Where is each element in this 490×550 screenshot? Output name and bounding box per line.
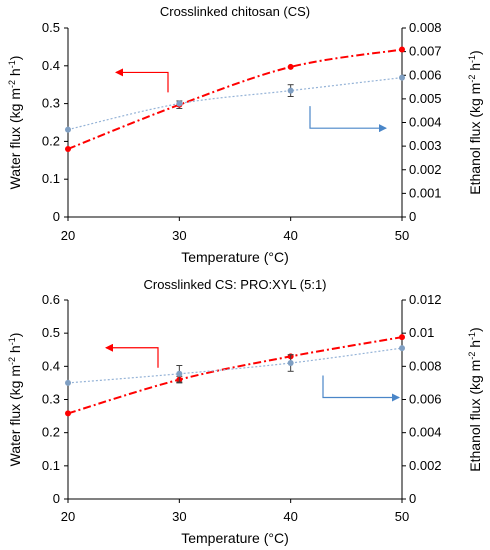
y2-axis-label: Ethanol flux (kg m-2 h-1) bbox=[467, 327, 483, 471]
series-1-line bbox=[67, 48, 403, 150]
y2-tick-label: 0.004 bbox=[409, 425, 442, 440]
y-tick-label: 0.3 bbox=[42, 392, 60, 407]
series-2-point bbox=[287, 87, 294, 94]
series-2-point bbox=[399, 74, 405, 81]
series-2-point bbox=[65, 379, 71, 386]
y-tick-label: 0.5 bbox=[42, 20, 60, 35]
series-2-point bbox=[176, 100, 183, 107]
x-tick-label: 40 bbox=[283, 509, 297, 524]
series-1-point bbox=[287, 63, 294, 70]
x-axis-label: Temperature (°C) bbox=[181, 249, 289, 265]
y-tick-label: 0.2 bbox=[42, 425, 60, 440]
y2-tick-label: 0.002 bbox=[409, 162, 442, 177]
x-tick-label: 40 bbox=[283, 228, 297, 243]
series-2-point bbox=[65, 126, 71, 133]
series-1-point bbox=[65, 145, 71, 152]
y2-tick-label: 0 bbox=[409, 491, 416, 506]
y2-tick-label: 0.003 bbox=[409, 138, 442, 153]
y2-tick-label: 0.008 bbox=[409, 358, 442, 373]
y-tick-label: 0.3 bbox=[42, 96, 60, 111]
y2-tick-label: 0 bbox=[409, 209, 416, 224]
x-tick-label: 50 bbox=[395, 509, 409, 524]
y-tick-label: 0.1 bbox=[42, 171, 60, 186]
chart-title: Crosslinked CS: PRO:XYL (5:1) bbox=[143, 277, 326, 292]
y2-tick-label: 0.007 bbox=[409, 44, 442, 59]
right-axis-arrow bbox=[309, 106, 387, 133]
y-tick-label: 0.1 bbox=[42, 458, 60, 473]
series-1-point bbox=[65, 410, 71, 417]
y2-tick-label: 0.006 bbox=[409, 392, 442, 407]
y2-tick-label: 0.004 bbox=[409, 115, 442, 130]
chart-title: Crosslinked chitosan (CS) bbox=[160, 4, 310, 19]
left-axis-arrow bbox=[105, 343, 159, 368]
x-tick-label: 50 bbox=[395, 228, 409, 243]
y-tick-label: 0.6 bbox=[42, 292, 60, 307]
x-tick-label: 20 bbox=[61, 228, 75, 243]
series-1-point bbox=[399, 334, 405, 341]
y-tick-label: 0.5 bbox=[42, 325, 60, 340]
x-tick-label: 30 bbox=[172, 228, 186, 243]
chart-1: Crosslinked chitosan (CS) 0 0.1 0.2 0.3 0.4 0.… bbox=[7, 4, 483, 265]
x-tick-label: 20 bbox=[61, 509, 75, 524]
series-1-line bbox=[67, 336, 403, 415]
y2-tick-label: 0.006 bbox=[409, 67, 442, 82]
left-axis-arrow bbox=[115, 68, 169, 93]
series-2-line bbox=[67, 77, 403, 131]
y2-axis-label: Ethanol flux (kg m-2 h-1) bbox=[467, 50, 483, 194]
y-tick-label: 0.4 bbox=[42, 58, 60, 73]
series-2-point bbox=[176, 370, 183, 377]
right-axis-arrow bbox=[322, 375, 400, 402]
y-tick-label: 0.2 bbox=[42, 133, 60, 148]
y-axis-label: Water flux (kg m-2 h-1) bbox=[7, 333, 23, 467]
y-tick-label: 0.4 bbox=[42, 358, 60, 373]
series-2-line bbox=[67, 347, 403, 384]
x-axis-label: Temperature (°C) bbox=[181, 530, 289, 546]
y-tick-label: 0 bbox=[53, 209, 60, 224]
chart-2: Crosslinked CS: PRO:XYL (5:1) 0 0.1 0.2 0.3 0… bbox=[7, 277, 483, 546]
y2-tick-label: 0.005 bbox=[409, 91, 442, 106]
x-tick-label: 30 bbox=[172, 509, 186, 524]
y2-tick-label: 0.001 bbox=[409, 185, 442, 200]
series-2-point bbox=[287, 360, 294, 367]
series-1-point bbox=[399, 46, 405, 53]
y-axis-label: Water flux (kg m-2 h-1) bbox=[7, 56, 23, 190]
y2-tick-label: 0.01 bbox=[409, 325, 434, 340]
series-2-point bbox=[399, 345, 405, 352]
y2-tick-label: 0.002 bbox=[409, 458, 442, 473]
y2-tick-label: 0.008 bbox=[409, 20, 442, 35]
y2-tick-label: 0.012 bbox=[409, 292, 442, 307]
y-tick-label: 0 bbox=[53, 491, 60, 506]
